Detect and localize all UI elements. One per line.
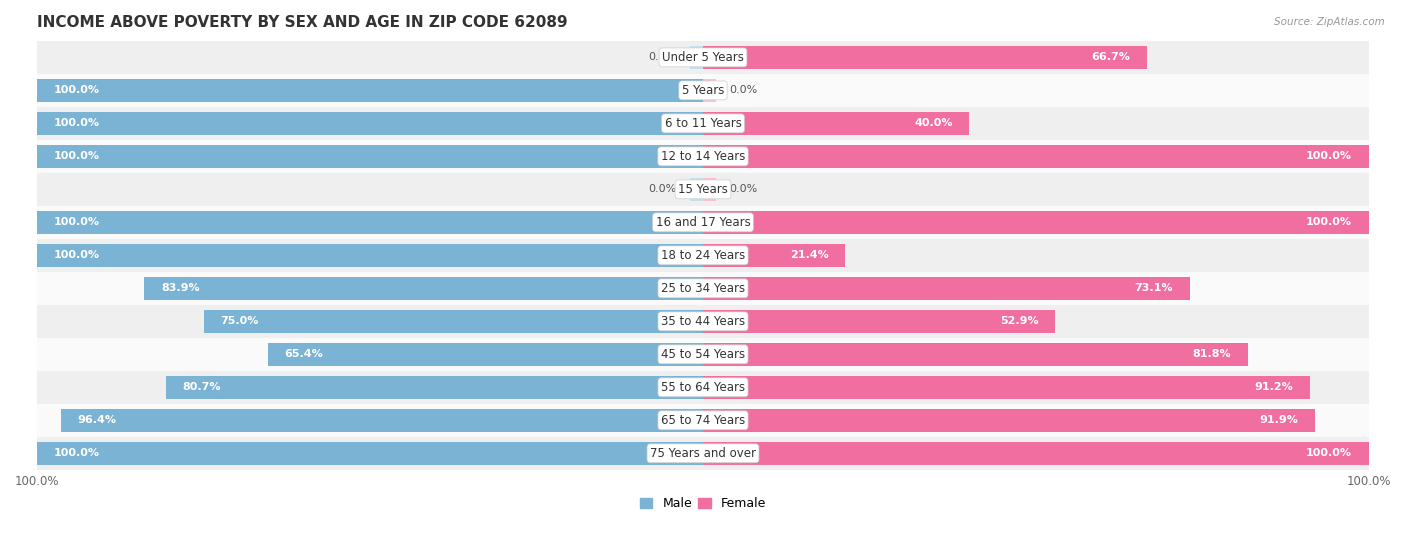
Text: 100.0%: 100.0%	[53, 151, 100, 161]
Text: 0.0%: 0.0%	[648, 52, 676, 62]
Text: 45 to 54 Years: 45 to 54 Years	[661, 348, 745, 361]
Bar	[62, 409, 703, 431]
Text: 55 to 64 Years: 55 to 64 Years	[661, 381, 745, 394]
Bar	[37, 338, 1369, 371]
Text: 91.2%: 91.2%	[1254, 382, 1294, 392]
Text: INCOME ABOVE POVERTY BY SEX AND AGE IN ZIP CODE 62089: INCOME ABOVE POVERTY BY SEX AND AGE IN Z…	[37, 15, 568, 30]
Text: 73.1%: 73.1%	[1135, 283, 1173, 294]
Text: 100.0%: 100.0%	[1306, 151, 1353, 161]
Bar	[690, 46, 703, 69]
Bar	[37, 74, 1369, 107]
Text: 75.0%: 75.0%	[221, 316, 259, 326]
Bar	[37, 140, 1369, 173]
Text: 35 to 44 Years: 35 to 44 Years	[661, 315, 745, 328]
Bar	[703, 409, 1315, 431]
Text: 81.8%: 81.8%	[1192, 349, 1230, 359]
Bar	[37, 239, 1369, 272]
Bar	[703, 211, 1369, 234]
Bar	[703, 376, 1310, 398]
Bar	[37, 305, 1369, 338]
Bar	[690, 178, 703, 200]
Bar	[37, 206, 1369, 239]
Bar	[703, 442, 1369, 464]
Text: 66.7%: 66.7%	[1091, 52, 1130, 62]
Text: 5 Years: 5 Years	[682, 84, 724, 97]
Text: 96.4%: 96.4%	[77, 415, 117, 425]
Text: 6 to 11 Years: 6 to 11 Years	[665, 117, 741, 130]
Text: 0.0%: 0.0%	[730, 184, 758, 194]
Bar	[703, 310, 1054, 333]
Text: 16 and 17 Years: 16 and 17 Years	[655, 216, 751, 229]
Text: 83.9%: 83.9%	[162, 283, 200, 294]
Text: 91.9%: 91.9%	[1260, 415, 1298, 425]
Text: 100.0%: 100.0%	[1306, 448, 1353, 458]
Text: 100.0%: 100.0%	[53, 251, 100, 261]
Text: 100.0%: 100.0%	[1306, 218, 1353, 227]
Bar	[703, 244, 845, 267]
Bar	[37, 41, 1369, 74]
Bar	[37, 244, 703, 267]
Text: 0.0%: 0.0%	[730, 85, 758, 95]
Text: 75 Years and over: 75 Years and over	[650, 447, 756, 460]
Bar	[37, 211, 703, 234]
Bar	[267, 343, 703, 365]
Bar	[37, 145, 703, 167]
Bar	[37, 437, 1369, 470]
Text: 100.0%: 100.0%	[53, 118, 100, 128]
Bar	[37, 79, 703, 102]
Bar	[703, 112, 969, 134]
Text: 21.4%: 21.4%	[790, 251, 828, 261]
Bar	[204, 310, 703, 333]
Text: 65.4%: 65.4%	[284, 349, 323, 359]
Legend: Male, Female: Male, Female	[636, 492, 770, 515]
Text: 100.0%: 100.0%	[53, 85, 100, 95]
Bar	[37, 442, 703, 464]
Text: 80.7%: 80.7%	[183, 382, 221, 392]
Bar	[703, 46, 1147, 69]
Bar	[145, 277, 703, 300]
Text: 15 Years: 15 Years	[678, 183, 728, 196]
Bar	[37, 107, 1369, 140]
Bar	[703, 277, 1189, 300]
Text: 65 to 74 Years: 65 to 74 Years	[661, 414, 745, 427]
Text: Under 5 Years: Under 5 Years	[662, 51, 744, 64]
Text: 25 to 34 Years: 25 to 34 Years	[661, 282, 745, 295]
Text: 12 to 14 Years: 12 to 14 Years	[661, 150, 745, 163]
Bar	[166, 376, 703, 398]
Bar	[37, 371, 1369, 404]
Bar	[703, 343, 1247, 365]
Text: 0.0%: 0.0%	[648, 184, 676, 194]
Text: 40.0%: 40.0%	[914, 118, 953, 128]
Bar	[37, 272, 1369, 305]
Text: Source: ZipAtlas.com: Source: ZipAtlas.com	[1274, 17, 1385, 27]
Bar	[37, 112, 703, 134]
Text: 18 to 24 Years: 18 to 24 Years	[661, 249, 745, 262]
Text: 52.9%: 52.9%	[1000, 316, 1039, 326]
Bar	[703, 79, 716, 102]
Text: 100.0%: 100.0%	[53, 448, 100, 458]
Bar	[37, 173, 1369, 206]
Bar	[37, 404, 1369, 437]
Bar	[703, 178, 716, 200]
Text: 100.0%: 100.0%	[53, 218, 100, 227]
Bar	[703, 145, 1369, 167]
